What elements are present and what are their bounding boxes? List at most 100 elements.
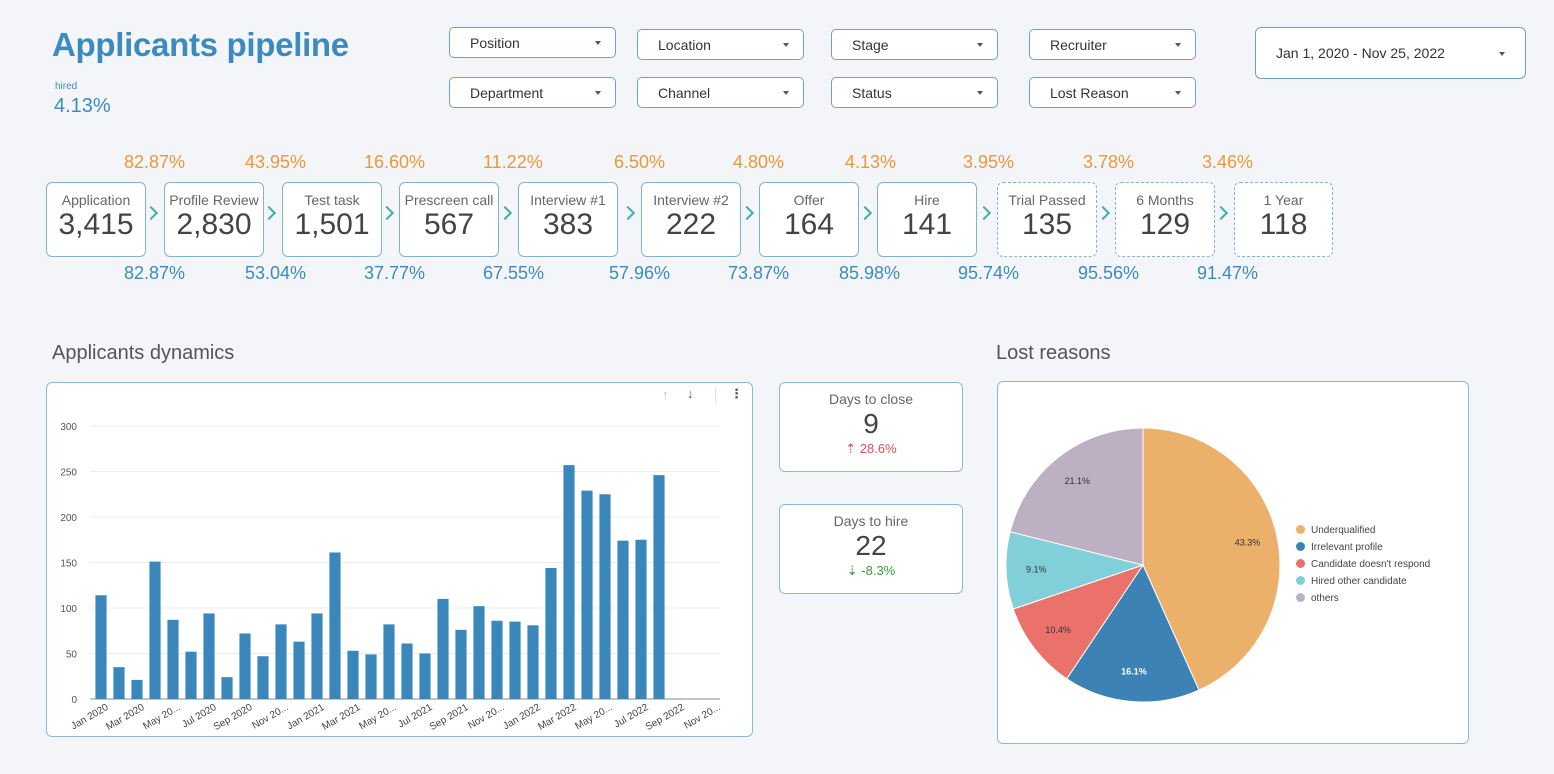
bar[interactable]	[599, 494, 611, 699]
bar[interactable]	[509, 621, 521, 699]
stage-interview-1[interactable]: Interview #1 383	[518, 182, 618, 257]
pie-slice[interactable]	[1142, 427, 1281, 691]
funnel-top-pct: 4.80%	[733, 152, 785, 172]
x-tick-label: May 20...	[357, 702, 398, 732]
legend-item[interactable]: others	[1296, 593, 1339, 604]
hired-value: 4.13%	[54, 95, 111, 117]
bar[interactable]	[203, 613, 215, 699]
legend-item[interactable]: Underqualified	[1296, 525, 1376, 536]
pie-value-label: 16.1%	[1121, 666, 1147, 676]
stage-profile-review[interactable]: Profile Review 2,830	[164, 182, 264, 257]
chevron-down-icon	[595, 41, 601, 45]
bar[interactable]	[185, 651, 197, 699]
stage-value: 222	[665, 208, 717, 241]
date-range-picker[interactable]: Jan 1, 2020 - Nov 25, 2022	[1255, 27, 1526, 79]
funnel-top-pct: 82.87%	[124, 152, 186, 172]
bar[interactable]	[221, 677, 233, 699]
pie-slice[interactable]	[1009, 427, 1144, 566]
pie-slice[interactable]	[1066, 563, 1200, 703]
sort-descending-icon[interactable]: ↓	[687, 386, 694, 401]
pie-slice[interactable]	[1012, 564, 1145, 680]
stage-filter[interactable]: Stage	[831, 29, 998, 60]
funnel-bottom-pct: 53.04%	[245, 263, 307, 283]
stage-value: 1,501	[294, 208, 370, 241]
location-filter[interactable]: Location	[637, 29, 804, 60]
legend-dot	[1296, 559, 1305, 568]
stage-label: 1 Year	[1263, 192, 1304, 208]
pie-value-label: 21.1%	[1064, 476, 1090, 486]
bar[interactable]	[635, 539, 647, 699]
x-tick-label: Jan 2021	[285, 702, 327, 732]
location-filter-label: Location	[658, 36, 711, 53]
bar[interactable]	[257, 656, 269, 699]
kpi-delta-value: -8.3%	[861, 563, 896, 578]
kpi-delta: ⇡ 28.6%	[780, 441, 962, 457]
chevron-right-icon	[497, 205, 513, 221]
stage-prescreen-call[interactable]: Prescreen call 567	[399, 182, 499, 257]
legend-label: Hired other candidate	[1311, 576, 1407, 587]
bar[interactable]	[545, 567, 557, 699]
bar[interactable]	[95, 595, 107, 699]
stage-6-months[interactable]: 6 Months 129	[1115, 182, 1215, 257]
stage-value: 129	[1139, 208, 1191, 241]
stage-trial-passed[interactable]: Trial Passed 135	[997, 182, 1097, 257]
pie-slice[interactable]	[1005, 531, 1145, 610]
chevron-right-icon	[261, 205, 277, 221]
more-options-icon[interactable]: ⋮	[730, 386, 743, 401]
stage-interview-2[interactable]: Interview #2 222	[641, 182, 741, 257]
bar[interactable]	[311, 613, 323, 699]
legend-item[interactable]: Irrelevant profile	[1296, 542, 1383, 553]
bar[interactable]	[149, 561, 161, 699]
stage-label: 6 Months	[1136, 192, 1194, 208]
recruiter-filter[interactable]: Recruiter	[1029, 29, 1196, 60]
bar[interactable]	[491, 620, 503, 699]
funnel-top-pct: 16.60%	[364, 152, 426, 172]
bar[interactable]	[347, 650, 359, 699]
toolbar-divider	[715, 387, 716, 403]
pie-value-label: 43.3%	[1235, 538, 1261, 548]
bar[interactable]	[113, 667, 125, 699]
chevron-right-icon	[976, 205, 992, 221]
bar[interactable]	[383, 624, 395, 699]
stage-label: Prescreen call	[404, 192, 494, 208]
legend-label: Underqualified	[1311, 525, 1376, 536]
legend-item[interactable]: Candidate doesn't respond	[1296, 559, 1430, 570]
x-tick-label: Sep 2021	[428, 702, 471, 733]
bar[interactable]	[563, 465, 575, 699]
lost-reason-filter[interactable]: Lost Reason	[1029, 77, 1196, 108]
bar[interactable]	[131, 679, 143, 699]
bar[interactable]	[527, 625, 539, 699]
kpi-value: 22	[855, 530, 887, 561]
bar[interactable]	[617, 540, 629, 699]
bar[interactable]	[653, 475, 665, 699]
bar[interactable]	[365, 654, 377, 699]
stage-filter-label: Stage	[852, 36, 889, 53]
sort-ascending-icon[interactable]: ↑	[662, 387, 669, 402]
y-tick-label: 300	[60, 422, 77, 433]
chevron-down-icon	[783, 43, 789, 47]
legend-item[interactable]: Hired other candidate	[1296, 576, 1407, 587]
bar[interactable]	[293, 641, 305, 699]
stage-offer[interactable]: Offer 164	[759, 182, 859, 257]
bar[interactable]	[581, 490, 593, 699]
position-filter[interactable]: Position	[449, 27, 616, 58]
bar[interactable]	[275, 624, 287, 699]
legend-label: others	[1311, 593, 1339, 604]
status-filter[interactable]: Status	[831, 77, 998, 108]
bar[interactable]	[437, 598, 449, 699]
funnel-bottom-pct: 37.77%	[364, 263, 426, 283]
stage-1-year[interactable]: 1 Year 118	[1234, 182, 1333, 257]
channel-filter[interactable]: Channel	[637, 77, 804, 108]
bar[interactable]	[401, 643, 413, 699]
x-tick-label: Nov 20...	[466, 702, 506, 732]
department-filter[interactable]: Department	[449, 77, 616, 108]
bar[interactable]	[455, 629, 467, 699]
stage-hire[interactable]: Hire 141	[877, 182, 977, 257]
stage-application[interactable]: Application 3,415	[46, 182, 146, 257]
bar[interactable]	[329, 552, 341, 699]
bar[interactable]	[473, 606, 485, 699]
bar[interactable]	[419, 653, 431, 700]
bar[interactable]	[239, 633, 251, 699]
bar[interactable]	[167, 619, 179, 699]
stage-test-task[interactable]: Test task 1,501	[282, 182, 382, 257]
